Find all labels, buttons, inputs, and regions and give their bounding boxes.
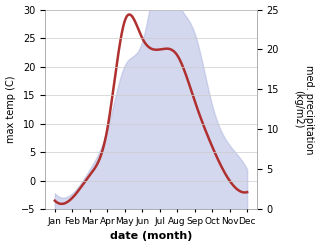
Y-axis label: med. precipitation
(kg/m2): med. precipitation (kg/m2) [293, 65, 315, 154]
Y-axis label: max temp (C): max temp (C) [5, 76, 16, 143]
X-axis label: date (month): date (month) [110, 231, 192, 242]
